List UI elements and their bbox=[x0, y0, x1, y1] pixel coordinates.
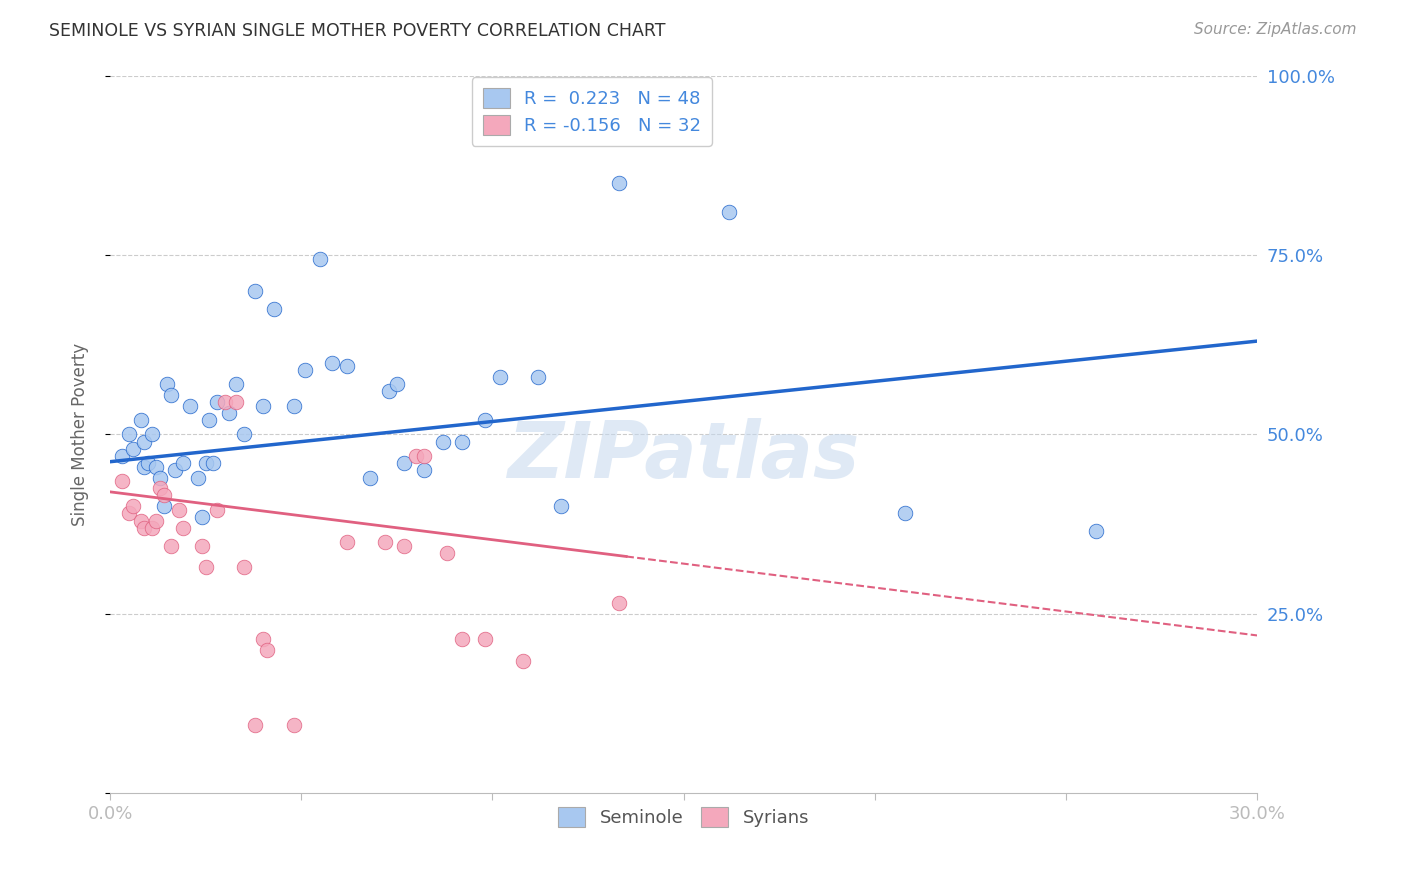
Point bbox=[136, 456, 159, 470]
Point bbox=[165, 463, 187, 477]
Point bbox=[134, 521, 156, 535]
Y-axis label: Single Mother Poverty: Single Mother Poverty bbox=[72, 343, 89, 526]
Point bbox=[412, 449, 434, 463]
Point bbox=[202, 456, 225, 470]
Point bbox=[198, 413, 221, 427]
Point bbox=[283, 718, 305, 732]
Point bbox=[172, 521, 194, 535]
Point bbox=[232, 560, 254, 574]
Point bbox=[450, 632, 472, 646]
Point bbox=[432, 434, 454, 449]
Point bbox=[321, 356, 343, 370]
Point bbox=[152, 500, 174, 514]
Point bbox=[225, 377, 247, 392]
Point bbox=[607, 596, 630, 610]
Point bbox=[129, 514, 152, 528]
Point bbox=[512, 654, 534, 668]
Point bbox=[214, 395, 236, 409]
Point bbox=[141, 521, 163, 535]
Point bbox=[149, 481, 172, 495]
Point bbox=[110, 449, 132, 463]
Point bbox=[474, 413, 496, 427]
Point bbox=[309, 252, 332, 266]
Point bbox=[450, 434, 472, 449]
Point bbox=[718, 205, 741, 219]
Point bbox=[336, 359, 359, 374]
Point bbox=[160, 388, 183, 402]
Point bbox=[122, 500, 145, 514]
Point bbox=[145, 514, 167, 528]
Point bbox=[436, 546, 458, 560]
Point bbox=[156, 377, 179, 392]
Point bbox=[374, 535, 396, 549]
Point bbox=[283, 399, 305, 413]
Point bbox=[149, 470, 172, 484]
Point bbox=[489, 370, 512, 384]
Legend: Seminole, Syrians: Seminole, Syrians bbox=[551, 800, 817, 835]
Point bbox=[118, 427, 141, 442]
Point bbox=[245, 284, 267, 298]
Point bbox=[550, 500, 572, 514]
Point bbox=[385, 377, 408, 392]
Point bbox=[232, 427, 254, 442]
Point bbox=[179, 399, 201, 413]
Point bbox=[378, 384, 401, 399]
Point bbox=[134, 434, 156, 449]
Point bbox=[245, 718, 267, 732]
Point bbox=[134, 459, 156, 474]
Point bbox=[167, 503, 190, 517]
Point bbox=[218, 406, 240, 420]
Text: Source: ZipAtlas.com: Source: ZipAtlas.com bbox=[1194, 22, 1357, 37]
Point bbox=[172, 456, 194, 470]
Text: ZIPatlas: ZIPatlas bbox=[508, 418, 859, 494]
Point bbox=[187, 470, 209, 484]
Point bbox=[607, 176, 630, 190]
Point bbox=[194, 456, 217, 470]
Point bbox=[405, 449, 427, 463]
Point bbox=[894, 507, 917, 521]
Point bbox=[191, 510, 214, 524]
Point bbox=[394, 539, 416, 553]
Point bbox=[191, 539, 214, 553]
Point bbox=[145, 459, 167, 474]
Point bbox=[118, 507, 141, 521]
Point bbox=[160, 539, 183, 553]
Text: SEMINOLE VS SYRIAN SINGLE MOTHER POVERTY CORRELATION CHART: SEMINOLE VS SYRIAN SINGLE MOTHER POVERTY… bbox=[49, 22, 665, 40]
Point bbox=[412, 463, 434, 477]
Point bbox=[129, 413, 152, 427]
Point bbox=[152, 488, 174, 502]
Point bbox=[141, 427, 163, 442]
Point bbox=[336, 535, 359, 549]
Point bbox=[394, 456, 416, 470]
Point bbox=[252, 399, 274, 413]
Point bbox=[205, 395, 228, 409]
Point bbox=[194, 560, 217, 574]
Point bbox=[122, 442, 145, 456]
Point bbox=[359, 470, 381, 484]
Point bbox=[110, 474, 132, 488]
Point bbox=[205, 503, 228, 517]
Point bbox=[294, 363, 316, 377]
Point bbox=[252, 632, 274, 646]
Point bbox=[527, 370, 550, 384]
Point bbox=[225, 395, 247, 409]
Point bbox=[256, 642, 278, 657]
Point bbox=[263, 301, 285, 316]
Point bbox=[1085, 524, 1108, 539]
Point bbox=[474, 632, 496, 646]
